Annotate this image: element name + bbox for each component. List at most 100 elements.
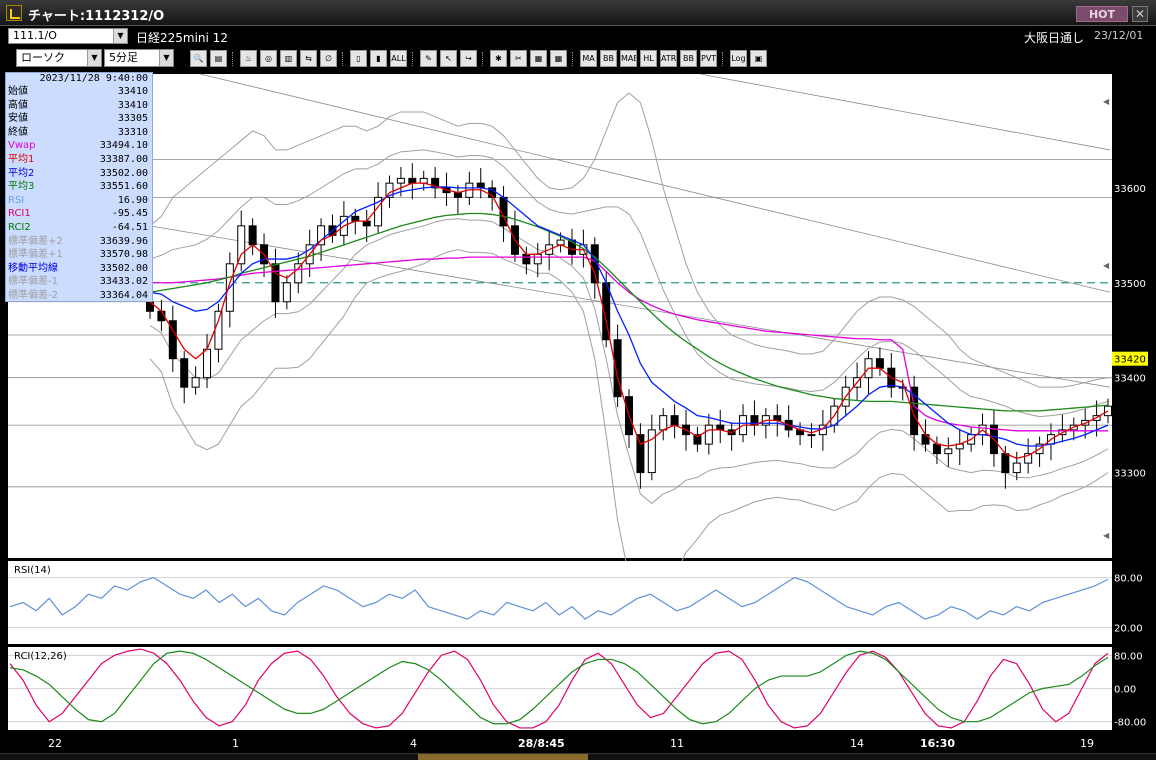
candle-body: [556, 239, 565, 246]
toolbar-separator: [482, 52, 484, 66]
info-value: 33551.60: [99, 181, 148, 193]
candle-body: [1024, 453, 1033, 464]
current-price-marker: [1112, 351, 1148, 366]
chart-area[interactable]: RSI(14) RCI(12,26) 336003350033400333003…: [0, 72, 1156, 732]
price-tick-label: 33500: [1114, 279, 1146, 290]
chart-type-select[interactable]: ローソク ▼: [16, 49, 102, 67]
cursor-icon[interactable]: ↖: [440, 50, 457, 67]
info-value: 33433.02: [99, 276, 148, 288]
price-pane: [8, 74, 1112, 558]
trendline: [199, 73, 1111, 293]
chevron-down-icon[interactable]: ▼: [87, 50, 101, 66]
info-value: -95.45: [111, 208, 148, 220]
contract-name: 日経225mini 12: [136, 31, 228, 45]
compare-icon[interactable]: ⇆: [300, 50, 317, 67]
pvt-icon[interactable]: PVT: [700, 50, 717, 67]
candle: [385, 175, 394, 208]
info-row: 高値 33410: [6, 99, 152, 113]
chevron-down-icon[interactable]: ▼: [159, 50, 173, 66]
scroll-down-icon: ◀: [1103, 531, 1110, 540]
mae-icon[interactable]: MAE: [620, 50, 637, 67]
analysis-icon[interactable]: ◎: [260, 50, 277, 67]
info-row: 移動平均線 33502.00: [6, 262, 152, 276]
all-icon[interactable]: ALL: [390, 50, 407, 67]
candle: [191, 366, 200, 395]
indicator-icon[interactable]: ▦: [550, 50, 567, 67]
color-icon[interactable]: ▦: [530, 50, 547, 67]
zoom-icon[interactable]: 🔍: [190, 50, 207, 67]
scroll-mid-icon: ◀: [1103, 261, 1110, 270]
candle-body: [875, 358, 884, 369]
candle-body: [453, 192, 462, 198]
hot-button[interactable]: HOT: [1076, 6, 1128, 22]
chevron-down-icon[interactable]: ▼: [113, 29, 127, 43]
candle-body: [214, 310, 223, 350]
info-label: 始値: [8, 86, 28, 97]
disabled-icon[interactable]: ∅: [320, 50, 337, 67]
price-layer: [8, 73, 1112, 625]
grid-icon[interactable]: ▤: [210, 50, 227, 67]
date-tick-label: 1: [232, 737, 239, 750]
candle: [944, 437, 953, 467]
ma-icon[interactable]: MA: [580, 50, 597, 67]
candle-body: [168, 320, 177, 360]
candle-body: [636, 434, 645, 474]
redo-icon[interactable]: ↪: [460, 50, 477, 67]
toolbar-separator: [722, 52, 724, 66]
candle-body: [431, 177, 440, 189]
candle: [693, 427, 702, 452]
price-tick-label: 33300: [1114, 469, 1146, 480]
data-window: 2023/11/28 9:40:00 始値 33410 高値 33410 安値 33305…: [5, 72, 153, 302]
bb-icon[interactable]: BB: [600, 50, 617, 67]
info-row: Vwap 33494.10: [6, 139, 152, 153]
interval-select[interactable]: 5分足 ▼: [104, 49, 174, 67]
candle-body: [647, 429, 656, 474]
candle-body: [351, 215, 360, 222]
log-icon[interactable]: Log: [730, 50, 747, 67]
candle-body: [180, 358, 189, 388]
candle-body: [419, 177, 428, 184]
order-icon[interactable]: ♨: [240, 50, 257, 67]
symbol-bar: 111.1/O ▼ 日経225mini 12 大阪日通し 23/12/01: [0, 26, 1156, 46]
axis-layer: 33600 33500 33400 33300 33420 ◀ ◀ ◀ 80.00 20.00 80…: [1103, 97, 1148, 729]
candle: [704, 413, 713, 455]
candle-body: [362, 220, 371, 227]
info-label: 平均3: [8, 181, 35, 193]
info-row: 平均3 33551.60: [6, 180, 152, 194]
candle-body: [476, 182, 485, 189]
hl-icon[interactable]: HL: [640, 50, 657, 67]
info-label: 高値: [8, 99, 28, 111]
atr-icon[interactable]: ATR: [660, 50, 677, 67]
current-price-label: 33420: [1114, 355, 1146, 366]
date-tick-label: 22: [48, 737, 62, 750]
info-value: 33502.00: [99, 167, 148, 179]
info-label: RCI2: [8, 222, 31, 233]
candle-body: [716, 424, 725, 431]
symbol-value: 111.1/O: [13, 29, 57, 42]
sub-tick-label: 80.00: [1114, 651, 1143, 662]
bb2-icon[interactable]: BB: [680, 50, 697, 67]
info-row: 標準偏差+1 33570.98: [6, 248, 152, 262]
sub-tick-label: 20.00: [1114, 623, 1143, 634]
candle: [1012, 451, 1021, 481]
pen-icon[interactable]: ✎: [420, 50, 437, 67]
scrollbar-thumb[interactable]: [418, 754, 588, 760]
candle-body: [773, 415, 782, 421]
candle2-icon[interactable]: ▮: [370, 50, 387, 67]
toolbar-separator: [412, 52, 414, 66]
candle-body: [282, 282, 291, 303]
tool-icon[interactable]: ✂: [510, 50, 527, 67]
candle-icon[interactable]: ▯: [350, 50, 367, 67]
close-icon[interactable]: ✕: [1132, 6, 1148, 22]
date-tick-label: 11: [670, 737, 684, 750]
info-label: 安値: [8, 113, 28, 125]
settings-icon[interactable]: ✱: [490, 50, 507, 67]
info-value: 33410: [117, 86, 148, 97]
bollinger-lower1-line: [149, 218, 1109, 504]
info-value: 33305: [117, 113, 148, 125]
symbol-select[interactable]: 111.1/O ▼: [8, 28, 128, 44]
ticks-icon[interactable]: ▥: [280, 50, 297, 67]
export-icon[interactable]: ▣: [750, 50, 767, 67]
candle: [613, 324, 622, 408]
info-row: 標準偏差-1 33433.02: [6, 275, 152, 289]
